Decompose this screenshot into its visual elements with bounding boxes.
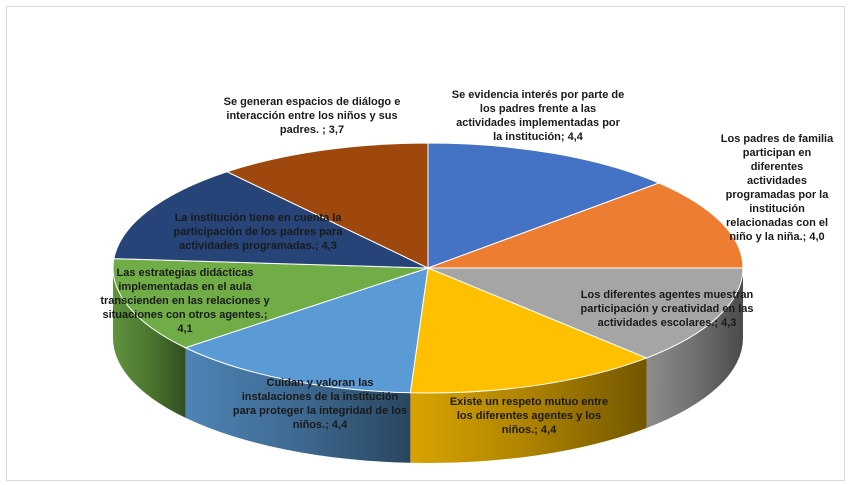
pie-slice-side-shade	[410, 358, 647, 463]
pie-data-label: La institución tiene en cuenta la partici…	[174, 212, 344, 252]
pie-data-label: Se evidencia interés por parte de los pad…	[452, 89, 624, 143]
pie-data-label: Los diferentes agentes muestran participa…	[580, 289, 753, 329]
pie-data-label: Cuidan y valoran las instalaciones de la …	[233, 377, 407, 431]
pie-slice-side-shade	[113, 268, 186, 418]
pie-slice	[225, 142, 429, 269]
pie-data-label: Las estrategias didácticas implementadas …	[100, 267, 270, 335]
pie-labels: Se evidencia interés por parte de los pad…	[100, 89, 834, 436]
pie-sides	[113, 268, 743, 463]
pie-slice-side-shade	[185, 347, 411, 463]
pie-slice	[112, 258, 429, 349]
pie-tops	[112, 142, 744, 394]
pie-data-label: Los padres de familia participan en difere…	[721, 133, 834, 243]
pie-data-label: Existe un respeto mutuo entre los diferen…	[450, 396, 608, 436]
pie-slice-side-shade	[646, 268, 743, 429]
pie-slice	[427, 267, 744, 359]
pie-slice	[427, 182, 744, 269]
pie-slice	[427, 142, 661, 269]
pie-chart: Se evidencia interés por parte de los pad…	[100, 89, 834, 463]
pie-data-label: Se generan espacios de diálogo e interacc…	[224, 96, 401, 136]
pie-slice	[409, 267, 648, 394]
pie-slice	[184, 267, 429, 394]
pie-slice	[113, 171, 429, 269]
chart-area: Se evidencia interés por parte de los pad…	[6, 6, 845, 481]
